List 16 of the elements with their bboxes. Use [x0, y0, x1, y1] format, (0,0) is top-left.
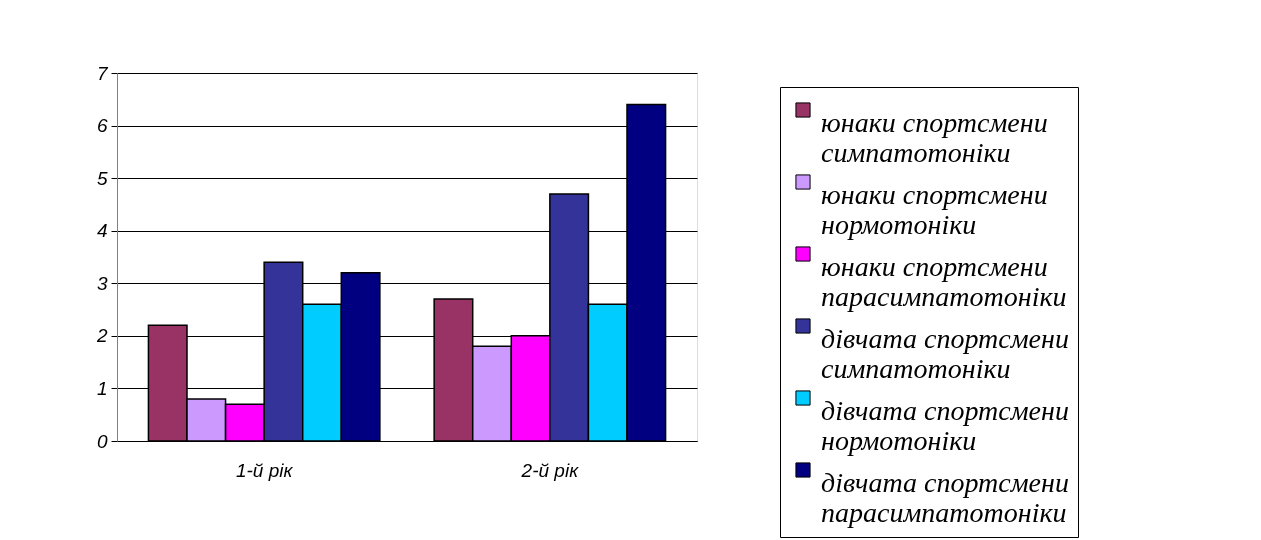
legend-label: дівчата спортсмени нормотоніки: [821, 395, 1069, 456]
legend-label: юнаки спортсмени парасимпатотоніки: [821, 251, 1067, 312]
y-tick-label: 1: [96, 377, 108, 399]
legend-label: юнаки спортсмени симпатотоніки: [821, 107, 1048, 168]
y-tick-label: 2: [95, 325, 108, 347]
y-tick-label: 5: [96, 167, 108, 189]
y-tick-label: 6: [96, 115, 108, 137]
x-tick-label: 2-й рік: [520, 459, 580, 481]
y-tick-label: 3: [96, 272, 108, 294]
x-tick-label: 1-й рік: [235, 459, 294, 481]
y-tick-label: 4: [96, 220, 108, 242]
legend-label: дівчата спортсмени парасимпатотоніки: [821, 467, 1069, 528]
y-tick-label: 0: [96, 430, 108, 452]
y-tick-label: 7: [96, 62, 109, 84]
legend-label: дівчата спортсмени симпатотоніки: [821, 323, 1069, 384]
legend-label: юнаки спортсмени нормотоніки: [821, 179, 1048, 240]
